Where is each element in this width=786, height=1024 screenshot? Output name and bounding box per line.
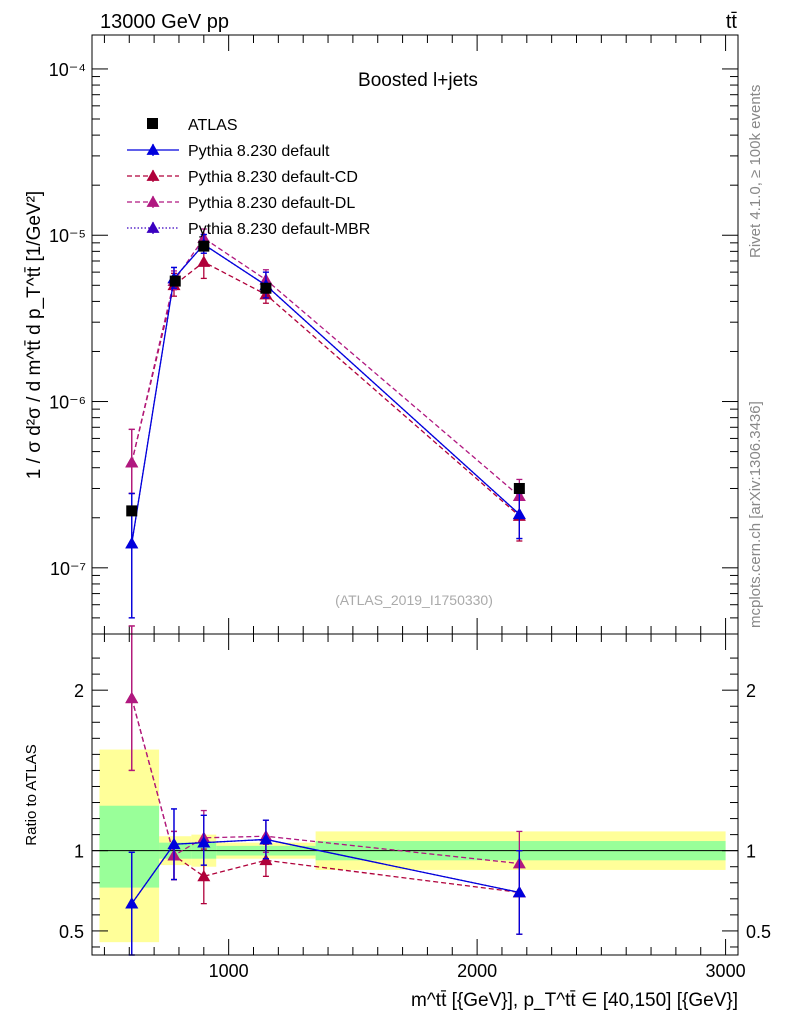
legend-marker: [146, 221, 160, 233]
main-series-0-marker: [125, 537, 139, 549]
main-series-0-line: [131, 243, 520, 544]
main-y-tick-label: 10⁻⁵: [49, 226, 86, 246]
legend-marker: [146, 143, 160, 155]
main-series-1-marker: [197, 255, 211, 267]
x-tick-label: 1000: [209, 961, 249, 981]
ratio-series-1-marker: [259, 853, 273, 866]
legend: ATLAS Pythia 8.230 default Pythia 8.230 de…: [127, 117, 370, 238]
ratio-series-0-marker: [125, 897, 139, 909]
main-y-tick-label: 10⁻⁴: [49, 60, 86, 80]
ratio-axis-ticks: 0.5 0.5 1 1 2 2 1000 2000 3000: [59, 634, 771, 981]
ratio-y-tick-label-left: 0.5: [59, 922, 84, 942]
main-axis-ticks: 10⁻⁷ 10⁻⁶ 10⁻⁵ 10⁻⁴: [49, 35, 738, 635]
analysis-id: (ATLAS_2019_I1750330): [335, 592, 493, 608]
ratio-series-2-line: [131, 698, 520, 865]
legend-label: ATLAS: [188, 117, 238, 134]
atlas-data-point: [169, 275, 181, 287]
legend-marker: [146, 169, 160, 181]
main-y-axis-label: 1 / σ d²σ / d m^tt̄ d p_T^tt̄ [1/GeV²]: [24, 191, 45, 479]
ratio-y-tick-label-left: 1: [74, 842, 84, 862]
ratio-series-0-marker: [197, 836, 211, 848]
atlas-data-point: [198, 240, 210, 252]
ratio-series-0-marker: [167, 837, 181, 850]
x-tick-label: 2000: [457, 961, 497, 981]
main-y-tick-label: 10⁻⁶: [49, 393, 86, 413]
ratio-y-axis-label: Ratio to ATLAS: [23, 744, 40, 845]
subtitle: Boosted l+jets: [358, 70, 478, 91]
x-axis-label: m^tt̄ [{GeV}], p_T^tt̄ ∈ [40,150] [{GeV}…: [411, 990, 738, 1011]
atlas-data-point: [513, 482, 525, 494]
main-series-group: [125, 228, 526, 619]
main-y-tick-label: 10⁻⁷: [50, 559, 86, 579]
legend-marker-atlas: [147, 118, 158, 129]
rivet-version-label: Rivet 4.1.0, ≥ 100k events: [747, 85, 764, 258]
x-tick-label: 3000: [706, 961, 746, 981]
main-series-1-line: [131, 261, 520, 517]
ratio-series-group: [125, 625, 526, 956]
main-series-0-marker: [512, 507, 526, 520]
main-series-2-marker: [125, 455, 139, 468]
legend-label: Pythia 8.230 default-MBR: [188, 221, 370, 238]
process-label: tt̄: [726, 11, 738, 33]
ratio-series-1-marker: [197, 869, 211, 882]
legend-label: Pythia 8.230 default-DL: [188, 195, 355, 212]
ratio-stat-uncertainty-band: [99, 805, 160, 888]
ratio-panel: 0.5 0.5 1 1 2 2 1000 2000 3000 Ratio to ATLAS m^…: [23, 625, 771, 1011]
ratio-y-tick-label-left: 2: [74, 681, 84, 701]
main-series-2-line: [131, 237, 520, 497]
atlas-data-point: [260, 282, 272, 294]
ratio-series-0-marker: [259, 832, 273, 845]
energy-label: 13000 GeV pp: [100, 11, 229, 33]
main-series-3-line: [131, 243, 520, 544]
ratio-series-0-marker: [512, 885, 526, 898]
ratio-y-tick-label-right: 0.5: [746, 922, 771, 942]
legend-marker: [146, 195, 160, 207]
legend-label: Pythia 8.230 default: [188, 143, 330, 160]
ratio-series-2-marker: [125, 691, 139, 704]
main-panel: Boosted l+jets (ATLAS_2019_I1750330) 10⁻…: [24, 34, 739, 635]
legend-label: Pythia 8.230 default-CD: [188, 169, 358, 186]
ratio-y-tick-label-right: 2: [746, 681, 756, 701]
ratio-uncertainty-bands: [99, 749, 726, 943]
mcplots-label: mcplots.cern.ch [arXiv:1306.3436]: [747, 401, 764, 628]
atlas-data-point: [126, 505, 138, 517]
ratio-y-tick-label-right: 1: [746, 842, 756, 862]
ratio-frame: [91, 633, 739, 956]
